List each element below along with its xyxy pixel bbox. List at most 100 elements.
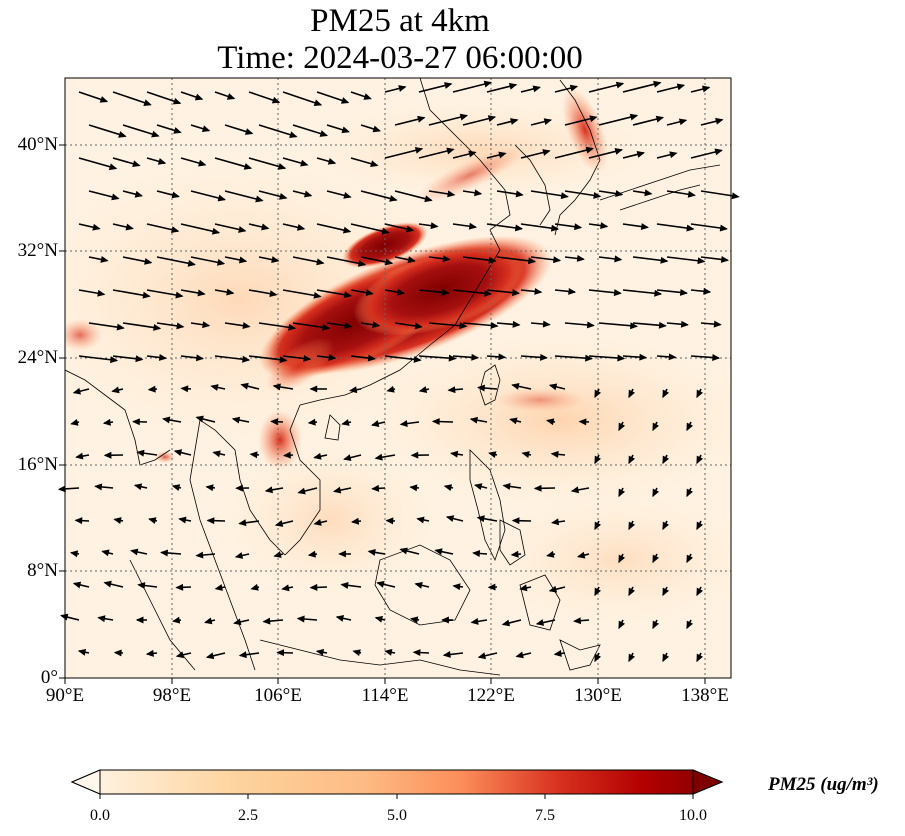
wind-arrowhead — [288, 323, 297, 331]
wind-arrowhead — [487, 115, 497, 122]
wind-arrowhead — [210, 384, 219, 391]
wind-arrowhead — [175, 651, 185, 659]
wind-arrowhead — [148, 517, 157, 525]
wind-arrowhead — [335, 614, 345, 622]
wind-arrowhead — [585, 354, 593, 362]
wind-arrowhead — [521, 451, 530, 458]
wind-arrowhead — [686, 620, 694, 630]
wind-arrowhead — [679, 288, 688, 296]
wind-arrowhead — [238, 651, 247, 659]
wind-arrowhead — [374, 615, 383, 623]
wind-arrowhead — [142, 291, 151, 299]
wind-arrowhead — [594, 389, 602, 399]
lon-tick-label: 90°E — [45, 685, 85, 706]
colorbar-tick-label: 5.0 — [387, 807, 407, 824]
wind-arrowhead — [442, 255, 451, 263]
colorbar-tick-label: 7.5 — [535, 807, 555, 824]
wind-arrowhead — [74, 517, 83, 525]
wind-arrowhead — [279, 192, 288, 200]
wind-arrowhead — [372, 125, 381, 133]
wind-arrowhead — [240, 382, 249, 390]
wind-arrowhead — [195, 415, 204, 423]
wind-arrowhead — [515, 651, 524, 659]
wind-arrowhead — [628, 587, 636, 597]
wind-arrowhead — [714, 148, 723, 156]
wind-arrowhead — [628, 455, 636, 465]
wind-arrowhead — [653, 80, 662, 88]
wind-arrowhead — [389, 195, 398, 202]
wind-arrowhead — [242, 355, 251, 363]
wind-arrowhead — [510, 118, 519, 125]
wind-arrowhead — [613, 289, 622, 297]
wind-arrowhead — [103, 451, 112, 459]
wind-arrowhead — [307, 418, 316, 426]
wind-arrowhead — [94, 483, 103, 491]
wind-arrowhead — [198, 159, 207, 167]
wind-arrowhead — [255, 195, 264, 203]
wind-arrowhead — [101, 549, 110, 557]
wind-arrowhead — [628, 521, 636, 531]
wind-arrowhead — [303, 354, 312, 362]
wind-arrowhead — [615, 190, 624, 197]
wind-arrowhead — [410, 616, 419, 624]
wind-arrowhead — [701, 85, 711, 93]
wind-arrowhead — [542, 149, 551, 156]
wind-arrowhead — [614, 148, 623, 155]
map-timestamp: Time: 2024-03-27 06:00:00 — [217, 40, 583, 76]
wind-arrowhead — [399, 420, 408, 427]
wind-arrowhead — [145, 649, 154, 657]
wind-arrowhead — [577, 551, 586, 559]
wind-arrowhead — [231, 416, 241, 424]
wind-arrowhead — [409, 484, 418, 492]
wind-arrowhead — [307, 550, 317, 558]
wind-arrowhead — [108, 163, 118, 171]
wind-arrowhead — [243, 163, 253, 170]
wind-arrowhead — [594, 521, 602, 531]
wind-arrowhead — [469, 416, 479, 424]
wind-arrowhead — [204, 617, 213, 625]
wind-arrowhead — [214, 584, 223, 591]
wind-arrowhead — [676, 83, 686, 91]
wind-arrowhead — [195, 551, 204, 559]
lat-tick-label: 32°N — [17, 240, 58, 261]
wind-arrowhead — [158, 354, 167, 361]
wind-arrowhead — [187, 259, 196, 267]
wind-arrowhead — [309, 583, 318, 591]
wind-arrowhead — [476, 515, 485, 523]
wind-arrowhead — [171, 226, 180, 234]
wind-arrowhead — [367, 548, 376, 556]
wind-arrowhead — [532, 85, 541, 93]
wind-arrowhead — [512, 320, 521, 328]
lat-tick-label: 24°N — [17, 347, 58, 368]
wind-arrowhead — [398, 85, 407, 92]
wind-arrowhead — [510, 550, 519, 558]
wind-arrowhead — [277, 163, 287, 170]
wind-arrowhead — [652, 554, 660, 564]
wind-arrowhead — [340, 97, 350, 104]
wind-arrowhead — [696, 521, 704, 531]
wind-arrowhead — [509, 417, 518, 425]
wind-arrowhead — [374, 453, 383, 461]
wind-arrowhead — [195, 354, 205, 362]
wind-arrowhead — [217, 194, 226, 202]
wind-arrowhead — [618, 422, 626, 432]
wind-arrowhead — [238, 226, 247, 233]
wind-arrowhead — [282, 451, 291, 459]
wind-arrowhead — [515, 190, 524, 198]
wind-arrowhead — [102, 418, 112, 426]
wind-arrowhead — [136, 449, 145, 457]
wind-arrowhead — [594, 587, 602, 597]
wind-arrowhead — [315, 648, 325, 656]
wind-arrowhead — [133, 483, 143, 491]
wind-arrowhead — [269, 290, 278, 298]
wind-arrowhead — [413, 355, 422, 363]
wind-arrowhead — [201, 125, 211, 133]
map-frame — [64, 77, 732, 679]
axis-tick-marks — [59, 144, 706, 684]
wind-arrowhead — [407, 256, 416, 264]
wind-arrowhead — [144, 257, 153, 265]
wind-arrowhead — [343, 291, 352, 299]
wind-arrowhead — [143, 99, 152, 106]
wind-arrowhead — [178, 516, 187, 524]
